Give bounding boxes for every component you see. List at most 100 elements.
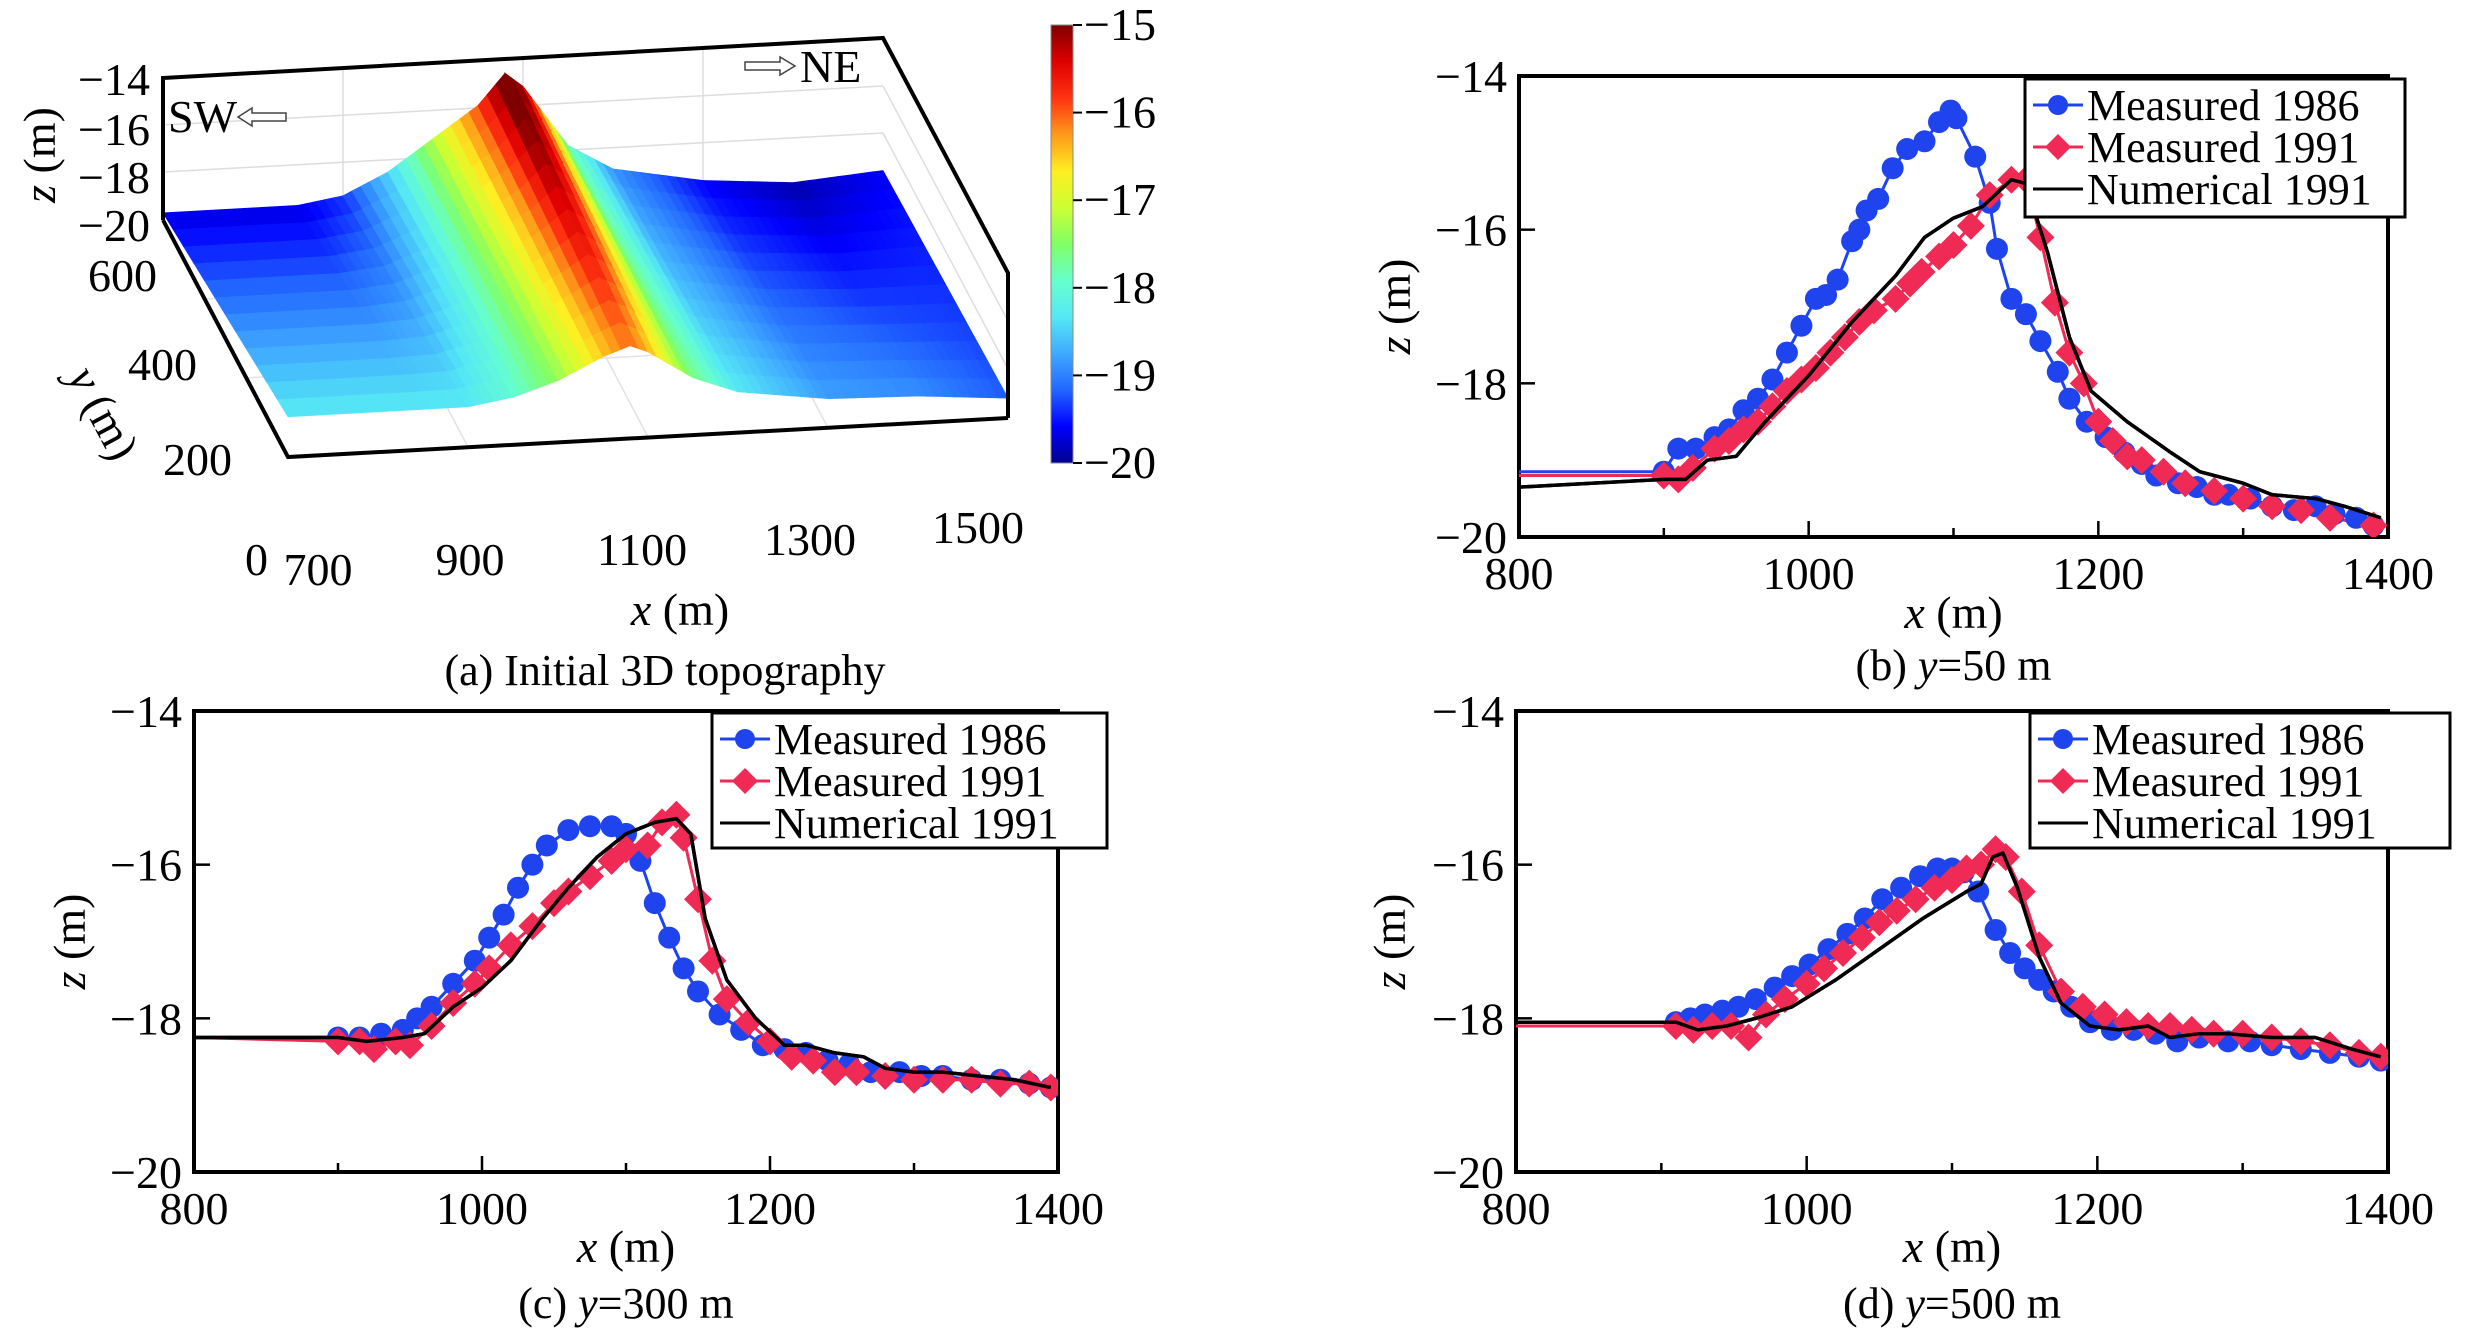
data-point-measured-1991 [2258,492,2287,521]
data-point-measured-1986 [1913,130,1936,153]
data-point-measured-1991 [612,835,640,864]
data-point-measured-1991 [1678,453,1707,482]
colorbar-tick-label: −19 [1084,349,1156,400]
data-point-measured-1991 [1810,954,1839,983]
data-point-measured-1986 [1984,918,2007,941]
data-point-measured-1991 [842,1058,871,1087]
data-point-measured-1991 [576,862,604,891]
data-point-measured-1991 [957,1065,986,1094]
data-point-measured-1991 [2055,338,2084,367]
y-tick-label: −18 [110,993,182,1044]
colorbar-ticks: −15 −16 −17 −18 −19 −20 [1073,0,1156,488]
legend-label: Measured 1991 [2092,757,2365,806]
data-point-measured-1991 [2286,1027,2315,1056]
series-line-measured-1991 [1519,178,2374,527]
legend-box [710,711,1109,850]
legend-marker-diamond [732,768,758,794]
data-point-measured-1991 [2112,1008,2141,1037]
data-point-measured-1991 [2316,503,2345,532]
data-point-measured-1991 [460,969,489,998]
data-point-measured-1991 [1881,284,1910,313]
data-point-measured-1991 [439,988,468,1017]
x-tick-label: 1000 [1761,1183,1853,1234]
plot-area [1516,835,2388,1072]
data-point-measured-1986 [1761,368,1784,391]
data-point-measured-1986 [1881,157,1904,180]
data-point-measured-1986 [687,980,709,1003]
y-tick-label: −18 [1435,358,1507,409]
y-tick-label: −20 [1432,1147,1504,1198]
data-point-measured-1991 [2344,1038,2373,1067]
z-tick-label: −20 [78,200,150,251]
y-tick-label: −16 [1432,840,1504,891]
series-line-measured-1986 [194,824,1052,1089]
data-point-measured-1991 [2229,484,2258,513]
legend-marker-diamond [2050,768,2076,794]
legend-marker-circle [2053,729,2073,749]
legend-marker-circle [2048,95,2068,115]
data-point-measured-1991 [1939,231,1968,260]
data-point-measured-1991 [777,1042,806,1071]
colorbar-tick-label: −17 [1084,174,1156,225]
series-line-numerical-1991-overlay [1516,851,2382,1059]
data-point-measured-1991 [2026,223,2055,252]
data-point-measured-1991 [2090,1000,2119,1029]
data-point-measured-1986 [442,972,465,995]
x-tick-label: 1100 [597,524,687,575]
data-point-measured-1991 [1792,969,1821,998]
ne-direction-label: NE [800,41,861,92]
data-point-measured-1986 [535,834,558,857]
data-point-measured-1986 [1848,218,1871,241]
data-point-measured-1986 [579,815,601,838]
data-point-measured-1991 [2171,469,2200,498]
data-point-measured-1991 [684,885,712,914]
data-point-measured-1991 [756,1027,784,1056]
data-point-measured-1991 [1734,1023,1763,1052]
colorbar-tick-label: −15 [1084,0,1156,50]
data-point-measured-1986 [1684,437,1707,460]
x-tick-label: 1000 [436,1183,528,1234]
panel-a-caption: (a) Initial 3D topography [444,646,885,695]
legend-label: Measured 1991 [774,757,1047,806]
y-tick-label: −14 [1432,686,1504,737]
legend-label: Numerical 1991 [2092,799,2377,848]
y-tick-label: 200 [163,434,232,485]
data-point-measured-1986 [2046,360,2069,383]
data-point-measured-1986 [507,876,529,899]
y-tick-label: −16 [1435,205,1507,256]
x-tick-label: 1000 [1763,548,1855,599]
panel-d: 800 1000 1200 1400 −14 −16 −18 −20 x (m) z (m) (d)… [1364,686,2452,1328]
data-point-measured-1991 [1829,939,1857,968]
sw-arrow-icon [236,106,287,128]
y-tick-label: −20 [1435,512,1507,563]
x-tick-label: 900 [436,534,505,585]
data-point-measured-1991 [820,1058,849,1087]
data-point-measured-1991 [1743,407,1772,436]
panel-caption: (b) y=50 m [1856,641,2052,690]
data-point-measured-1991 [1830,323,1859,352]
x-axis-title: x (m) [1902,1221,2001,1272]
data-point-measured-1986 [2029,330,2052,353]
y-tick-label: −20 [110,1147,182,1198]
legend-label: Numerical 1991 [2087,165,2372,214]
data-point-measured-1986 [1744,988,1767,1011]
data-point-measured-1991 [2084,407,2113,436]
y-axis-title: z (m) [44,894,95,991]
data-point-measured-1991 [2149,457,2178,486]
data-point-measured-1986 [1890,876,1913,899]
panel-b: 800 1000 1200 1400 −14 −16 −18 −20 x (m) z (m) (b)… [1369,51,2434,690]
data-point-measured-1991 [1956,211,1985,240]
x-tick-label: 800 [1485,548,1554,599]
data-point-measured-1991 [1865,908,1894,937]
colorbar-tick-label: −16 [1084,87,1156,138]
x-tick-label: 1200 [2052,548,2144,599]
data-point-measured-1986 [1826,268,1849,291]
legend-label: Numerical 1991 [774,799,1059,848]
data-point-measured-1986 [1896,137,1919,160]
y-tick-label: −18 [1432,993,1504,1044]
data-point-measured-1991 [669,823,698,852]
data-point-measured-1986 [1967,880,1990,903]
data-point-measured-1986 [1945,107,1968,130]
